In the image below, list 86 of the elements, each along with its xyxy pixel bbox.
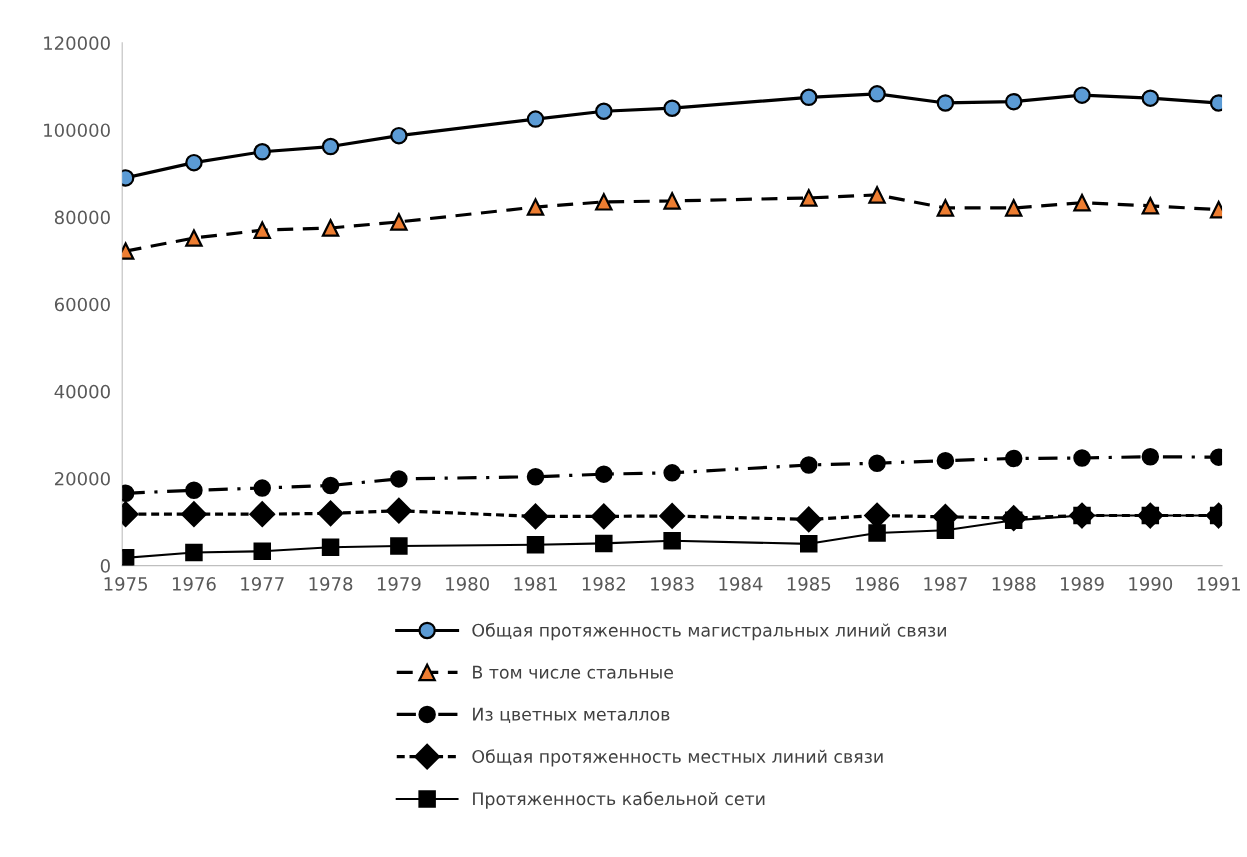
y-tick-label: 60000	[54, 297, 110, 312]
point	[800, 535, 818, 553]
x-tick-label: 1977	[241, 577, 284, 591]
point	[595, 193, 613, 211]
point	[321, 219, 340, 237]
legend-label: Общая протяженность магистральных линий связи	[472, 623, 946, 641]
point	[595, 465, 613, 483]
point	[936, 521, 955, 540]
point	[1141, 89, 1160, 107]
point	[321, 538, 340, 557]
point	[663, 192, 681, 210]
x-tick-label: 1980	[446, 577, 489, 591]
x-tick-label: 1987	[924, 577, 967, 591]
point	[526, 198, 545, 216]
point	[526, 468, 545, 486]
point	[181, 501, 207, 528]
point	[185, 481, 203, 499]
legend-label: Общая протяженность местных линий связи	[472, 749, 883, 767]
y-tick-label: 80000	[54, 210, 110, 225]
point	[663, 99, 681, 117]
point	[1141, 197, 1160, 215]
point	[595, 534, 613, 553]
point	[936, 199, 955, 217]
point	[1004, 92, 1023, 111]
x-tick-label: 1979	[377, 577, 421, 591]
point	[526, 535, 545, 554]
point	[1073, 86, 1091, 104]
point	[1004, 199, 1023, 217]
point	[185, 229, 203, 247]
point	[590, 503, 617, 530]
x-tick-label: 1978	[309, 577, 353, 591]
y-tick-label: 20000	[54, 471, 110, 486]
point	[1141, 447, 1160, 466]
y-tick-label: 120000	[44, 36, 110, 50]
x-tick-label: 1985	[787, 577, 831, 591]
x-tick-label: 1988	[992, 577, 1036, 591]
x-tick-label: 1981	[514, 577, 557, 591]
point	[936, 451, 955, 470]
point	[868, 186, 886, 204]
point	[390, 126, 408, 145]
point	[663, 532, 681, 550]
point	[249, 501, 276, 528]
point	[253, 143, 271, 161]
point	[800, 189, 818, 207]
point	[1004, 449, 1023, 468]
point	[390, 537, 408, 555]
x-tick-label: 1983	[651, 577, 694, 591]
point	[253, 542, 271, 560]
point	[868, 454, 886, 472]
x-tick-label: 1975	[104, 577, 148, 591]
x-tick-label: 1986	[856, 577, 899, 591]
point	[385, 497, 412, 524]
point	[795, 506, 822, 533]
y-tick-label: 100000	[44, 123, 110, 138]
x-tick-label: 1991	[1197, 577, 1240, 591]
point	[663, 464, 681, 482]
point	[526, 110, 545, 128]
x-tick-label: 1990	[1129, 577, 1173, 591]
point	[800, 88, 818, 107]
point	[253, 479, 271, 497]
point	[390, 470, 408, 488]
legend-label: Из цветных металлов	[473, 707, 670, 723]
y-tick-label: 0	[100, 559, 110, 573]
point	[868, 524, 886, 542]
point	[659, 503, 686, 529]
point	[317, 500, 344, 527]
point	[595, 102, 613, 120]
point	[321, 137, 340, 156]
point	[321, 476, 340, 495]
point	[868, 85, 886, 103]
point	[800, 456, 818, 474]
point	[1073, 449, 1091, 467]
point	[1073, 193, 1091, 212]
point	[253, 221, 271, 239]
legend-label: Протяженность кабельной сети	[473, 791, 765, 809]
point	[185, 543, 203, 562]
point	[390, 213, 408, 231]
x-tick-label: 1984	[719, 577, 763, 591]
point	[185, 153, 203, 172]
x-tick-label: 1976	[172, 577, 216, 591]
y-tick-label: 40000	[54, 384, 110, 399]
x-tick-label: 1989	[1061, 577, 1104, 591]
point	[522, 503, 549, 530]
point	[936, 94, 955, 112]
x-tick-label: 1982	[582, 577, 625, 591]
legend-label: В том числе стальные	[473, 665, 673, 679]
